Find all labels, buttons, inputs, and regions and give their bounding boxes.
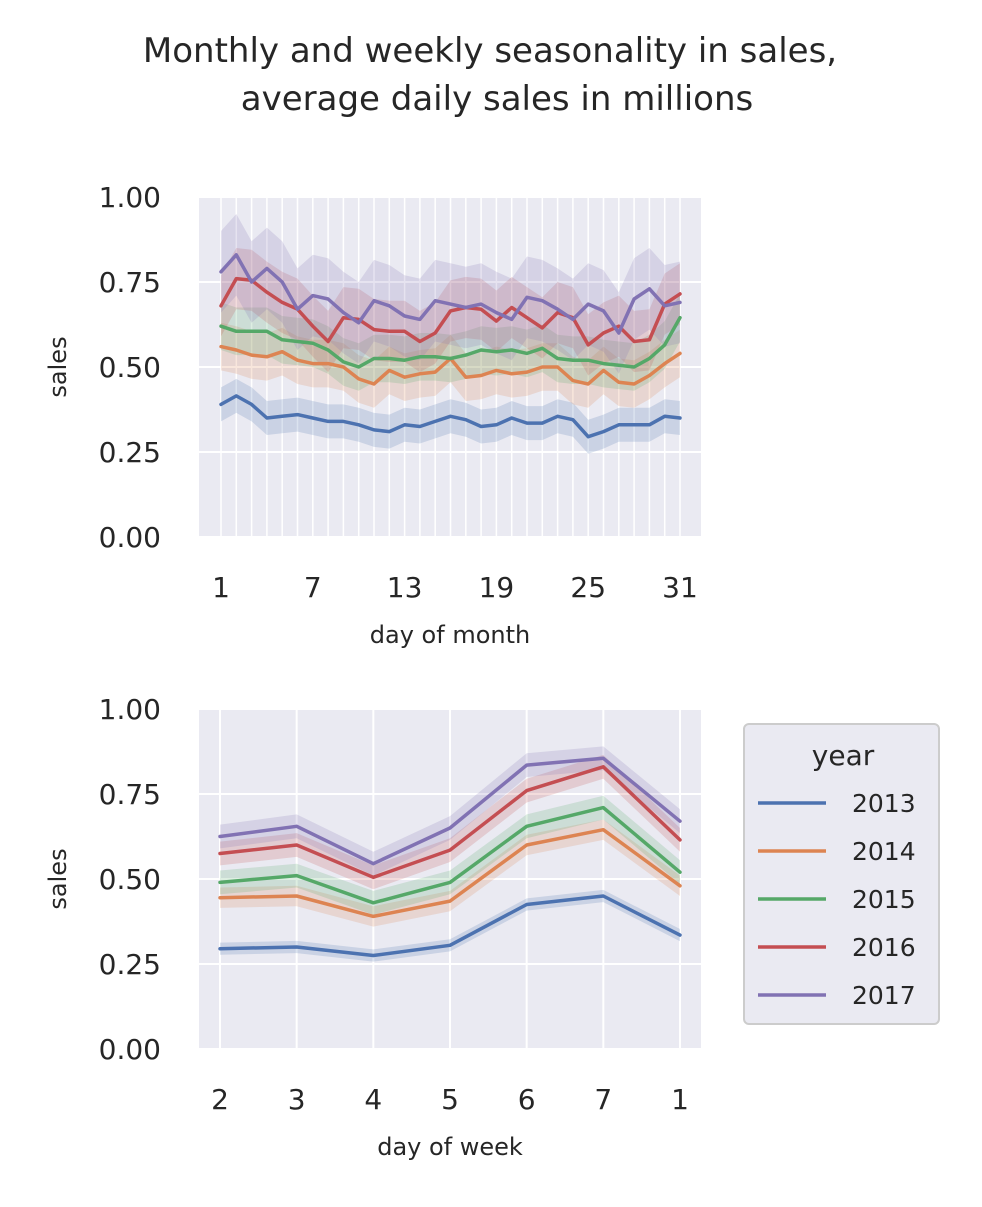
confidence-band-2014 — [220, 819, 680, 927]
y-tick-label: 0.50 — [99, 351, 161, 384]
y-tick-label: 0.00 — [99, 1033, 161, 1066]
x-tick-label: 4 — [364, 1083, 382, 1116]
legend-label-2015: 2015 — [852, 885, 916, 914]
legend-label-2016: 2016 — [852, 933, 916, 962]
x-tick-label: 7 — [594, 1083, 612, 1116]
x-tick-label: 2 — [211, 1083, 229, 1116]
x-axis-label: day of month — [370, 621, 530, 649]
day-of-week-chart: 0.00 0.25 0.50 0.75 1.00 2 3 4 5 6 7 1 day of week sa… — [44, 693, 701, 1161]
x-tick-label: 7 — [304, 571, 322, 604]
x-tick-label: 19 — [479, 571, 515, 604]
y-tick-label: 0.25 — [99, 436, 161, 469]
series-line-2014 — [218, 827, 682, 919]
series-line-2013 — [218, 894, 682, 958]
confidence-band-2015 — [220, 795, 680, 915]
series-line-2015 — [219, 315, 682, 369]
legend-box — [743, 723, 940, 1025]
x-tick-label: 3 — [288, 1083, 306, 1116]
series-line-2017 — [219, 253, 682, 335]
confidence-band-2016 — [220, 754, 680, 890]
y-tick-label: 1.00 — [99, 181, 161, 214]
y-axis-label: sales — [44, 336, 72, 397]
y-tick-label: 0.00 — [99, 521, 161, 554]
legend-title: year — [812, 739, 875, 772]
day-of-month-chart: 0.00 0.25 0.50 0.75 1.00 1 7 13 19 25 31 day of mon… — [44, 181, 701, 649]
legend-label-2014: 2014 — [852, 837, 916, 866]
legend-label-2013: 2013 — [852, 789, 916, 818]
y-tick-label: 0.25 — [99, 948, 161, 981]
series-line-2016 — [218, 765, 682, 880]
y-tick-label: 0.50 — [99, 863, 161, 896]
legend-items: 2013 2014 2015 2016 2017 — [758, 789, 916, 1010]
legend: year 2013 2014 2015 2016 2017 — [743, 723, 940, 1025]
x-tick-label: 5 — [441, 1083, 459, 1116]
series-line-2013 — [219, 394, 682, 439]
x-tick-label: 13 — [387, 571, 423, 604]
y-axis-label: sales — [44, 848, 72, 909]
x-axis-label: day of week — [377, 1133, 523, 1161]
x-tick-label: 1 — [212, 571, 230, 604]
x-tick-label: 25 — [570, 571, 606, 604]
x-tick-label: 1 — [671, 1083, 689, 1116]
x-tick-label: 6 — [518, 1083, 536, 1116]
y-tick-label: 0.75 — [99, 266, 161, 299]
x-tick-label: 31 — [662, 571, 698, 604]
y-tick-label: 0.75 — [99, 778, 161, 811]
legend-label-2017: 2017 — [852, 981, 916, 1010]
figure-title-line1: Monthly and weekly seasonality in sales, — [143, 31, 837, 71]
figure-title-line2: average daily sales in millions — [241, 79, 753, 119]
confidence-band-2014 — [221, 322, 680, 408]
series-line-2017 — [218, 756, 682, 866]
confidence-band-2013 — [220, 889, 680, 962]
confidence-band-2017 — [221, 214, 680, 374]
y-tick-label: 1.00 — [99, 693, 161, 726]
series-line-2015 — [218, 805, 682, 905]
